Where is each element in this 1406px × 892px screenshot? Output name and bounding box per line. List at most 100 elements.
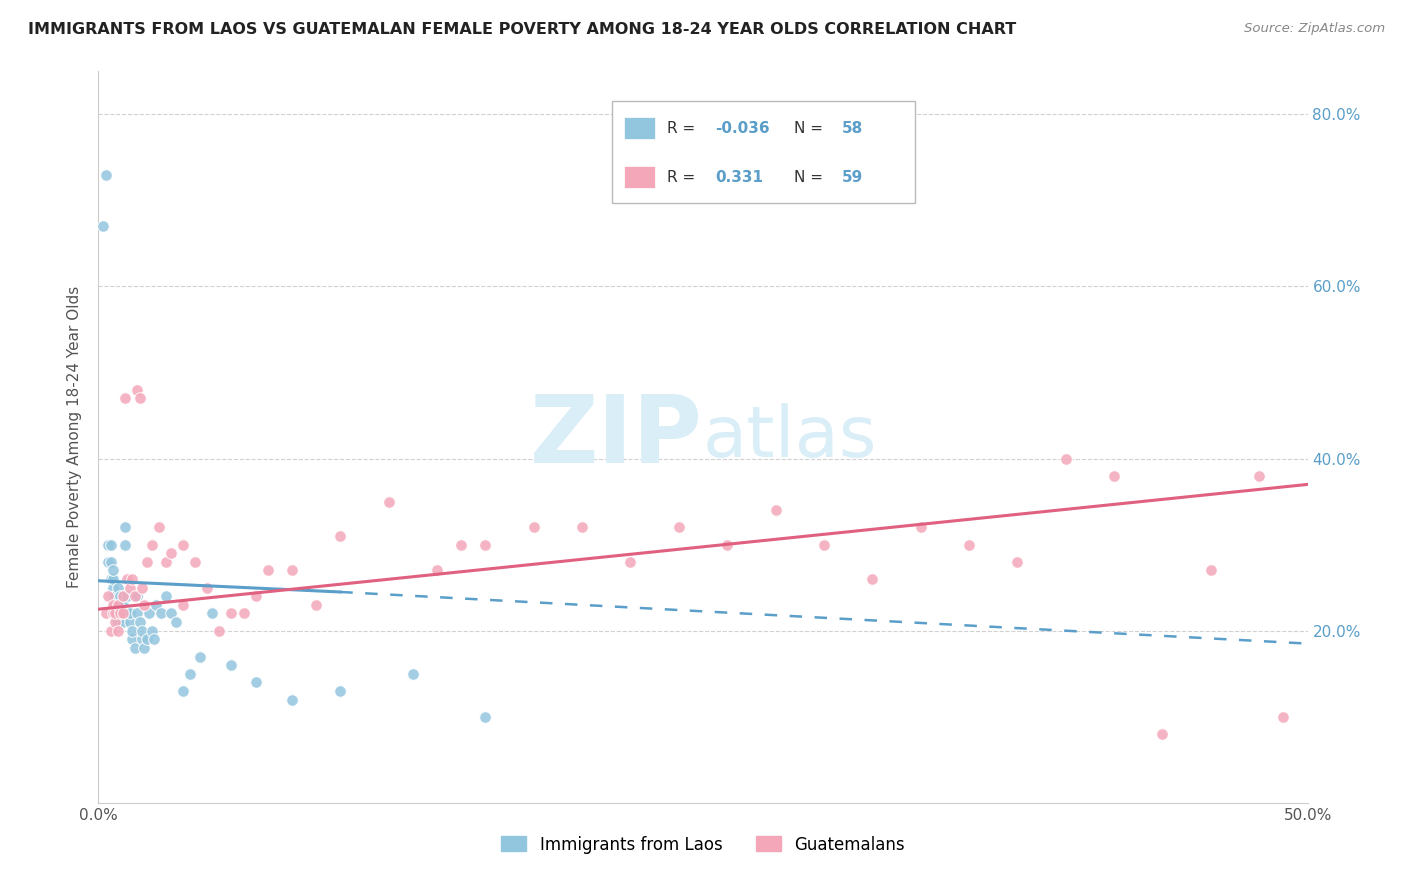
Point (121, 572, 143, 586)
Point (108, 607, 131, 621)
Text: 59: 59 (842, 169, 863, 185)
Text: R =: R = (666, 169, 704, 185)
Point (121, 632, 143, 647)
Point (101, 564, 124, 578)
Point (910, 520, 932, 534)
Point (124, 640, 146, 655)
Text: R =: R = (666, 121, 700, 136)
Point (1272, 710, 1295, 724)
Point (131, 581, 153, 595)
Point (245, 589, 267, 603)
Point (172, 598, 194, 612)
Y-axis label: Female Poverty Among 18-24 Year Olds: Female Poverty Among 18-24 Year Olds (67, 286, 83, 588)
Point (208, 624, 231, 638)
Point (128, 392, 150, 406)
Point (94, 168, 117, 182)
Point (118, 581, 141, 595)
Point (104, 607, 127, 621)
Point (145, 598, 167, 612)
Point (150, 607, 173, 621)
Point (450, 538, 472, 552)
Point (619, 555, 641, 569)
Point (91, 219, 114, 234)
Point (107, 607, 129, 621)
Point (179, 666, 201, 681)
Point (1054, 451, 1077, 466)
Point (1007, 555, 1029, 569)
Point (127, 607, 149, 621)
Point (114, 392, 136, 406)
Point (131, 624, 153, 638)
Point (100, 555, 122, 569)
Text: N =: N = (794, 169, 828, 185)
Point (134, 598, 156, 612)
Point (101, 589, 124, 603)
Point (107, 581, 129, 595)
Text: 58: 58 (842, 121, 863, 136)
Point (127, 589, 149, 603)
Point (111, 598, 134, 612)
Point (155, 555, 177, 569)
Point (107, 598, 129, 612)
Point (104, 607, 127, 621)
Point (256, 564, 278, 578)
Point (108, 589, 131, 603)
Point (281, 564, 304, 578)
FancyBboxPatch shape (624, 167, 655, 188)
FancyBboxPatch shape (624, 118, 655, 139)
Point (160, 607, 183, 621)
Point (114, 520, 136, 534)
Point (716, 538, 738, 552)
Text: atlas: atlas (703, 402, 877, 472)
Point (107, 624, 129, 638)
Text: N =: N = (794, 121, 828, 136)
Point (111, 607, 134, 621)
Point (135, 555, 157, 569)
Point (121, 624, 143, 638)
Point (127, 383, 149, 397)
Point (104, 589, 127, 603)
Point (111, 615, 134, 629)
Point (134, 640, 156, 655)
Point (377, 494, 399, 508)
Point (107, 598, 129, 612)
Point (195, 581, 218, 595)
Point (1249, 468, 1271, 483)
Point (117, 589, 139, 603)
Point (172, 538, 194, 552)
Text: ZIP: ZIP (530, 391, 703, 483)
Legend: Immigrants from Laos, Guatemalans: Immigrants from Laos, Guatemalans (495, 829, 911, 860)
Point (188, 649, 211, 664)
Point (1102, 468, 1125, 483)
Point (305, 598, 328, 612)
Point (160, 546, 183, 560)
Point (668, 520, 690, 534)
Point (104, 598, 127, 612)
Point (860, 572, 883, 586)
Point (131, 632, 153, 647)
Text: Source: ZipAtlas.com: Source: ZipAtlas.com (1244, 22, 1385, 36)
Point (165, 615, 187, 629)
Point (107, 615, 129, 629)
Point (108, 598, 131, 612)
Point (101, 581, 124, 595)
Point (111, 589, 134, 603)
Text: 0.331: 0.331 (716, 169, 763, 185)
Point (114, 538, 136, 552)
Point (97, 538, 120, 552)
Point (172, 684, 194, 698)
Point (97, 555, 120, 569)
Point (221, 607, 243, 621)
Point (138, 607, 160, 621)
Point (245, 675, 267, 690)
Point (141, 538, 163, 552)
Point (523, 520, 546, 534)
Point (118, 615, 141, 629)
FancyBboxPatch shape (613, 101, 915, 203)
Point (97, 589, 120, 603)
Point (100, 538, 122, 552)
Point (474, 710, 496, 724)
Point (221, 658, 243, 673)
Point (813, 538, 835, 552)
Point (571, 520, 593, 534)
